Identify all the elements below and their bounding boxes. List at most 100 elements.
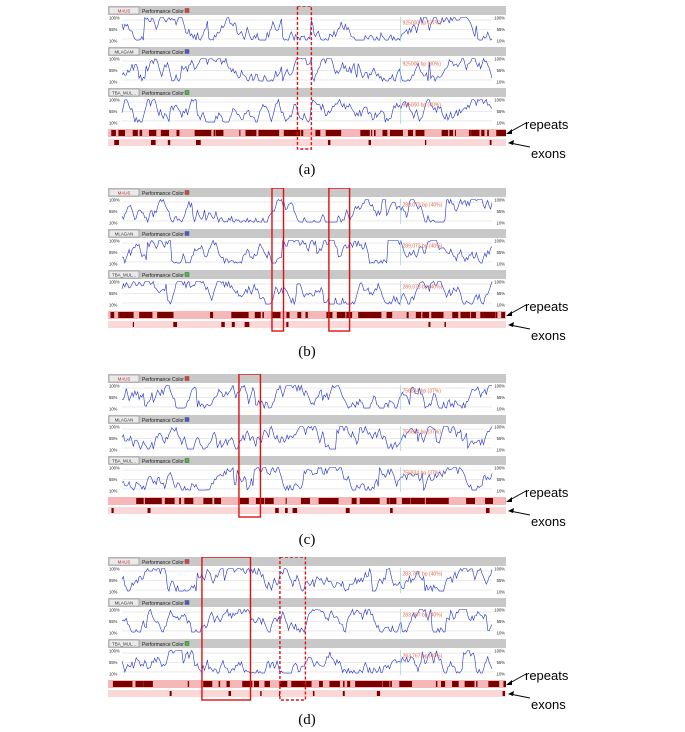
- panel-caption-c: (c): [298, 532, 316, 548]
- exons-track: [108, 139, 506, 146]
- track-button-label: TBA_MUL...: [112, 642, 136, 647]
- conservation-curve: [121, 16, 493, 42]
- track-button[interactable]: [108, 188, 140, 197]
- tick-label-left: 100%: [109, 649, 120, 654]
- track-title: Performance Color: [142, 50, 184, 56]
- track-title: Performance Color: [142, 642, 184, 648]
- color-swatch-icon[interactable]: [184, 231, 190, 236]
- tick-label-right: 100%: [494, 16, 505, 21]
- tick-label-left: 100%: [109, 425, 120, 430]
- track-button[interactable]: [108, 47, 140, 56]
- track-a-1: MAUS Performance Color 100% 100% 55% 55% 10% 10…: [108, 6, 506, 44]
- track-button[interactable]: [108, 639, 140, 648]
- color-swatch-icon[interactable]: [184, 8, 190, 13]
- tick-label-right: 100%: [494, 608, 505, 613]
- track-button[interactable]: [108, 415, 140, 424]
- exons-arrow-icon: [509, 324, 530, 330]
- track-button[interactable]: [108, 229, 140, 238]
- tick-label-right: 55%: [497, 27, 506, 32]
- color-swatch-icon[interactable]: [184, 600, 190, 605]
- track-header: [108, 374, 506, 383]
- tick-label-right: 55%: [497, 291, 506, 296]
- exons-track: [108, 321, 506, 328]
- alignment-panel-a: MAUS Performance Color 100% 100% 55% 55% 10% 10…: [108, 6, 506, 150]
- track-a-3: TBA_MUL... Performance Color 100% 100% 55% 55…: [108, 88, 506, 126]
- position-annotation: 756834 bp (37%): [403, 471, 442, 477]
- position-annotation: 289,073 bp (40%): [403, 244, 443, 250]
- tick-label-right: 55%: [497, 578, 506, 583]
- track-title: Performance Color: [142, 9, 184, 15]
- exons-track: [108, 690, 506, 697]
- track-button[interactable]: [108, 6, 140, 15]
- track-button-label: TBA_MUL...: [112, 91, 136, 96]
- panel-caption-b: (b): [298, 344, 316, 360]
- position-annotation: 283,767 bp (40%): [403, 572, 443, 578]
- exons-arrow-icon: [509, 142, 530, 148]
- track-button[interactable]: [108, 270, 140, 279]
- position-annotation: 283,767 bp (40%): [403, 613, 443, 619]
- track-button[interactable]: [108, 598, 140, 607]
- tick-label-left: 10%: [109, 489, 118, 494]
- color-swatch-icon[interactable]: [184, 641, 190, 646]
- pointer-arrows: [506, 490, 530, 516]
- color-swatch-icon[interactable]: [184, 49, 190, 54]
- pointer-arrows: [506, 673, 530, 699]
- highlight-box-1: [201, 557, 252, 701]
- track-header: [108, 456, 506, 465]
- color-swatch-icon[interactable]: [184, 190, 190, 195]
- tick-label-right: 100%: [494, 280, 505, 285]
- exons-track: [108, 507, 506, 514]
- track-c-1: MAUS Performance Color 100% 100% 55% 55% 10% 10…: [108, 374, 506, 412]
- tick-label-right: 10%: [497, 80, 506, 85]
- track-button[interactable]: [108, 557, 140, 566]
- track-button-label: MAUS: [118, 9, 131, 14]
- color-swatch-icon[interactable]: [184, 272, 190, 277]
- color-swatch-icon[interactable]: [184, 90, 190, 95]
- position-annotation: 289,073 bp (40%): [403, 203, 443, 209]
- track-button-label: MAUS: [118, 560, 131, 565]
- track-button[interactable]: [108, 88, 140, 97]
- tick-label-right: 100%: [494, 384, 505, 389]
- tick-label-left: 100%: [109, 16, 120, 21]
- tick-label-right: 100%: [494, 198, 505, 203]
- track-button[interactable]: [108, 374, 140, 383]
- track-button-label: MLAGAN: [115, 232, 134, 237]
- tick-label-right: 10%: [497, 672, 506, 677]
- track-a-2: MLAGAM Performance Color 100% 100% 55% 55% 10%…: [108, 47, 506, 85]
- tick-label-right: 100%: [494, 466, 505, 471]
- highlight-box-1: [296, 6, 313, 150]
- repeats-label: repeats: [525, 485, 569, 500]
- track-title: Performance Color: [142, 601, 184, 607]
- repeats-track: [108, 680, 506, 688]
- tick-label-right: 10%: [497, 262, 506, 267]
- track-header: [108, 229, 506, 238]
- track-button[interactable]: [108, 456, 140, 465]
- exons-arrow-icon: [509, 693, 530, 699]
- repeats-label: repeats: [525, 299, 569, 314]
- track-header: [108, 88, 506, 97]
- exons-label: exons: [531, 146, 566, 161]
- conservation-curve: [121, 567, 493, 593]
- tick-label-left: 100%: [109, 384, 120, 389]
- position-annotation: 925000 bp (37%): [403, 21, 442, 27]
- repeats-track: [108, 497, 506, 505]
- tick-label-right: 55%: [497, 477, 506, 482]
- repeats-track: [108, 129, 506, 137]
- track-title: Performance Color: [142, 273, 184, 279]
- position-annotation: 925000 bp (40%): [403, 103, 442, 109]
- track-header: [108, 188, 506, 197]
- color-swatch-icon[interactable]: [184, 559, 190, 564]
- tick-label-left: 10%: [109, 407, 118, 412]
- tick-label-left: 10%: [109, 80, 118, 85]
- tick-label-left: 55%: [109, 395, 118, 400]
- highlight-box-1: [271, 188, 285, 332]
- track-b-1: MAUS Performance Color 100% 100% 55% 55% 10% 10…: [108, 188, 506, 226]
- track-title: Performance Color: [142, 232, 184, 238]
- tick-label-left: 55%: [109, 27, 118, 32]
- conservation-curve: [121, 608, 493, 633]
- alignment-panel-b: MAUS Performance Color 100% 100% 55% 55% 10% 10…: [108, 188, 506, 332]
- color-swatch-icon[interactable]: [184, 458, 190, 463]
- color-swatch-icon[interactable]: [184, 417, 190, 422]
- color-swatch-icon[interactable]: [184, 376, 190, 381]
- tick-label-right: 10%: [497, 407, 506, 412]
